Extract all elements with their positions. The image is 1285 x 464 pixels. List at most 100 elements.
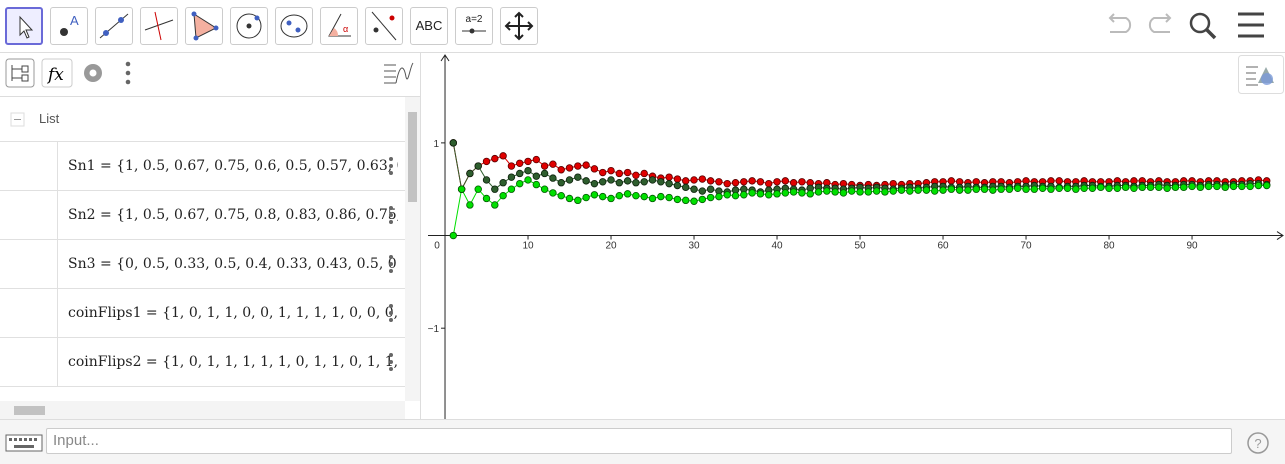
menu[interactable] bbox=[1238, 12, 1264, 38]
angle-tool[interactable]: α bbox=[320, 7, 358, 45]
point bbox=[499, 191, 507, 200]
input-field[interactable]: Input... bbox=[46, 428, 1232, 454]
point bbox=[773, 190, 781, 198]
point bbox=[690, 197, 698, 205]
point bbox=[781, 189, 790, 197]
circle-tool[interactable] bbox=[230, 7, 268, 45]
graphics-style-button[interactable] bbox=[1238, 55, 1284, 95]
item-text: Sn1 = {1, 0.5, 0.67, 0.75, 0.6, 0.5, 0.5… bbox=[68, 158, 398, 174]
point bbox=[540, 162, 549, 170]
point bbox=[632, 179, 640, 187]
algebra-item[interactable]: Sn1 = {1, 0.5, 0.67, 0.75, 0.6, 0.5, 0.5… bbox=[0, 142, 405, 191]
point bbox=[549, 160, 557, 168]
point bbox=[532, 155, 541, 164]
slider-label: a=2 bbox=[465, 14, 483, 25]
perpendicular-tool[interactable] bbox=[140, 7, 178, 45]
point bbox=[1080, 184, 1088, 192]
point bbox=[698, 187, 707, 195]
point bbox=[607, 176, 615, 184]
item-menu[interactable] bbox=[386, 156, 396, 176]
help-button[interactable]: ? bbox=[1246, 431, 1270, 455]
item-marker bbox=[0, 289, 58, 337]
point bbox=[682, 177, 690, 185]
point bbox=[989, 186, 997, 194]
polygon-tool[interactable] bbox=[185, 7, 223, 45]
point bbox=[457, 185, 466, 193]
line-tool[interactable] bbox=[95, 7, 133, 45]
algebra-item[interactable]: coinFlips1 = {1, 0, 1, 1, 0, 0, 1, 1, 1,… bbox=[0, 289, 405, 338]
point bbox=[565, 164, 574, 172]
function-button[interactable] bbox=[41, 58, 73, 88]
algebra-view: fx List Sn1 = {1, 0.5, 0.67, 0.75, 0.6, … bbox=[0, 53, 421, 419]
point bbox=[574, 196, 582, 205]
keyboard-button[interactable] bbox=[5, 432, 43, 454]
reflect-tool[interactable] bbox=[365, 7, 403, 45]
point bbox=[1263, 181, 1271, 190]
style-bar-toggle[interactable] bbox=[384, 62, 414, 84]
point bbox=[682, 196, 690, 205]
item-menu[interactable] bbox=[386, 303, 396, 323]
slider-tool[interactable]: a=2 bbox=[455, 7, 493, 45]
point bbox=[715, 192, 723, 201]
point bbox=[690, 176, 698, 184]
algebra-item[interactable]: Sn3 = {0, 0.5, 0.33, 0.5, 0.4, 0.33, 0.4… bbox=[0, 240, 405, 289]
point bbox=[798, 189, 806, 197]
collapse-toggle[interactable] bbox=[10, 112, 26, 128]
point bbox=[507, 185, 516, 193]
y-tick-label: 1 bbox=[433, 139, 439, 150]
point bbox=[1055, 177, 1063, 185]
move-tool[interactable] bbox=[5, 7, 43, 45]
item-marker bbox=[0, 191, 58, 239]
point bbox=[947, 177, 956, 185]
point bbox=[756, 190, 765, 198]
point bbox=[723, 179, 731, 188]
point bbox=[1113, 184, 1122, 192]
item-text: Sn3 = {0, 0.5, 0.33, 0.5, 0.4, 0.33, 0.4… bbox=[68, 256, 398, 272]
point bbox=[1063, 184, 1072, 192]
item-menu[interactable] bbox=[386, 254, 396, 274]
point bbox=[449, 139, 458, 147]
point bbox=[574, 173, 582, 181]
point bbox=[997, 185, 1005, 193]
point bbox=[1022, 185, 1030, 193]
horizontal-scrollbar[interactable] bbox=[0, 401, 405, 419]
graphics-view: 0 10 20 30 40 50 60 70 80 90 −1 1 bbox=[428, 54, 1284, 419]
point bbox=[1246, 182, 1254, 191]
point bbox=[839, 189, 848, 197]
point-tool[interactable]: A bbox=[50, 7, 88, 45]
tree-button[interactable] bbox=[5, 58, 35, 88]
point bbox=[623, 190, 632, 198]
point bbox=[466, 169, 474, 178]
point bbox=[466, 201, 474, 209]
point bbox=[665, 193, 673, 202]
undo[interactable] bbox=[1108, 13, 1132, 33]
point bbox=[540, 185, 549, 193]
search[interactable] bbox=[1189, 12, 1217, 40]
point bbox=[889, 187, 897, 195]
move-view-tool[interactable] bbox=[500, 7, 538, 45]
item-menu[interactable] bbox=[386, 352, 396, 372]
more-button[interactable] bbox=[125, 61, 131, 85]
point bbox=[1213, 182, 1221, 191]
algebra-item[interactable]: coinFlips2 = {1, 0, 1, 1, 1, 1, 1, 0, 1,… bbox=[0, 338, 405, 387]
settings-button[interactable] bbox=[84, 64, 102, 82]
x-tick-label: 60 bbox=[937, 241, 949, 252]
algebra-header: fx bbox=[0, 53, 420, 97]
point bbox=[615, 169, 624, 178]
point bbox=[607, 166, 615, 175]
x-tick-label: 70 bbox=[1020, 241, 1032, 252]
text-tool[interactable]: ABC bbox=[410, 7, 448, 45]
point bbox=[590, 165, 599, 173]
point bbox=[615, 179, 624, 187]
point bbox=[557, 191, 565, 200]
svg-text:α: α bbox=[343, 24, 348, 34]
item-marker bbox=[0, 142, 58, 190]
redo[interactable] bbox=[1148, 13, 1172, 33]
point bbox=[1072, 185, 1080, 193]
vertical-scrollbar[interactable] bbox=[405, 97, 420, 401]
point bbox=[748, 177, 756, 185]
ellipse-tool[interactable] bbox=[275, 7, 313, 45]
algebra-item[interactable]: Sn2 = {1, 0.5, 0.67, 0.75, 0.8, 0.83, 0.… bbox=[0, 191, 405, 240]
item-menu[interactable] bbox=[386, 205, 396, 225]
svg-text:?: ? bbox=[1254, 436, 1261, 451]
